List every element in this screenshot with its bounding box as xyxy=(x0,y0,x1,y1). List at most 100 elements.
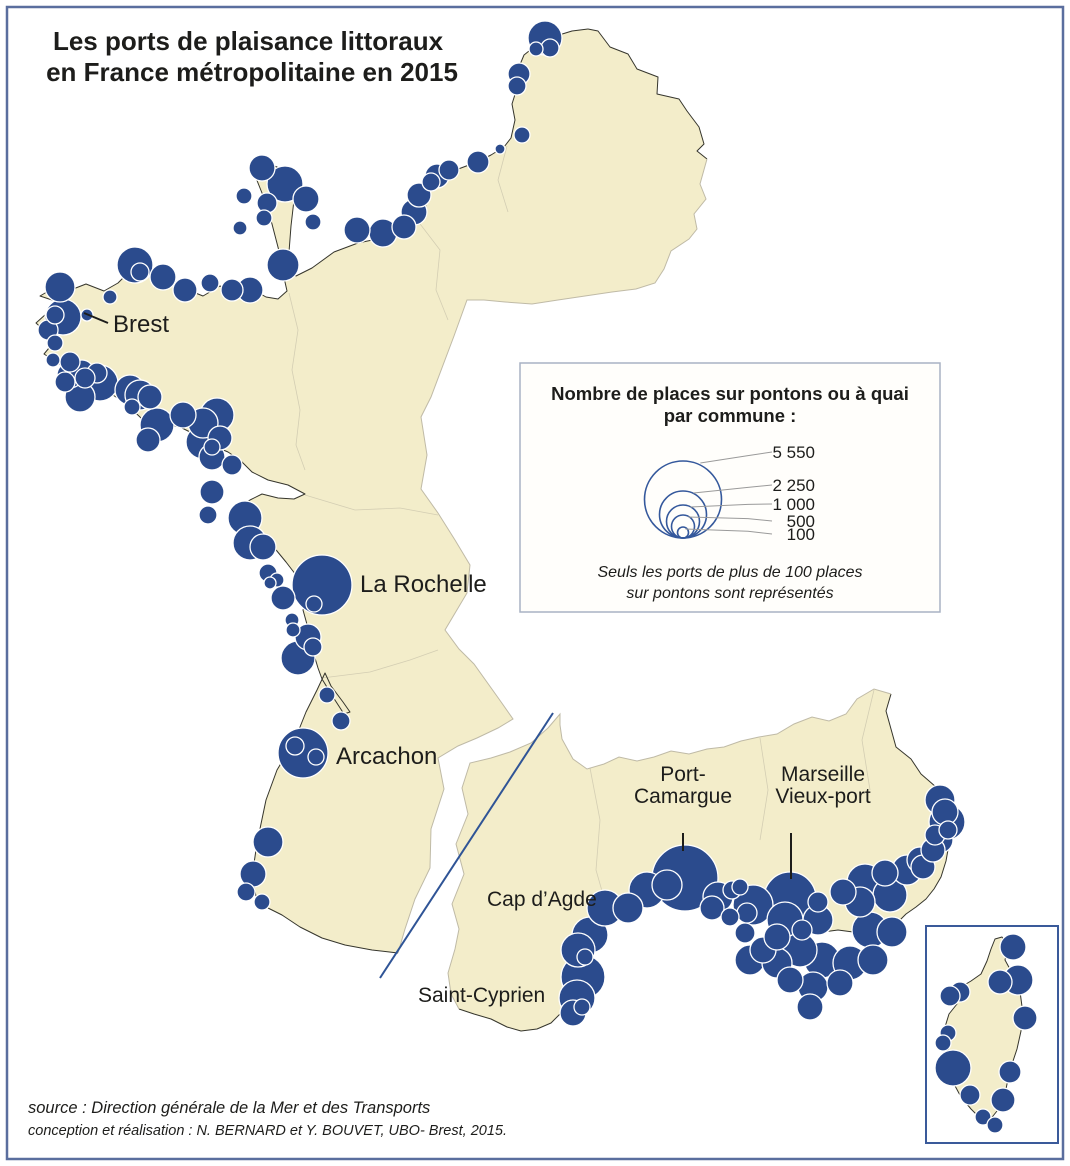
legend: Nombre de places sur pontons ou à quai p… xyxy=(519,362,941,613)
port-circle xyxy=(807,891,829,913)
city-label-port-camargue: Port- xyxy=(660,763,706,786)
city-label-brest: Brest xyxy=(113,311,169,338)
port-circle xyxy=(303,637,323,657)
legend-note-line-1: Seuls les ports de plus de 100 places xyxy=(597,564,862,581)
port-circle xyxy=(45,352,61,368)
title-line-2: en France métropolitaine en 2015 xyxy=(46,57,458,87)
port-circle xyxy=(236,882,256,902)
port-circle xyxy=(736,902,758,924)
port-circle xyxy=(959,1084,981,1106)
port-circle xyxy=(528,41,544,57)
port-circle xyxy=(200,273,220,293)
port-circle xyxy=(934,1034,952,1052)
port-circle xyxy=(796,993,824,1021)
port-circle xyxy=(221,454,243,476)
port-circle xyxy=(974,1108,992,1126)
city-label-marseille-vieux-port: Marseille xyxy=(781,763,865,786)
port-circle xyxy=(203,438,221,456)
port-circle xyxy=(829,878,857,906)
map-title: Les ports de plaisance littoraux en Fran… xyxy=(46,26,458,87)
city-label-arcachon: Arcachon xyxy=(336,743,437,770)
port-circle xyxy=(135,427,161,453)
port-circle xyxy=(248,154,276,182)
port-circle xyxy=(285,622,301,638)
port-circle xyxy=(149,263,177,291)
source-credits: source : Direction générale de la Mer et… xyxy=(28,1099,507,1139)
mainland-france xyxy=(36,29,707,953)
port-circle xyxy=(44,271,76,303)
legend-leader-line xyxy=(700,451,773,464)
city-label-marseille-vieux-port: Vieux-port xyxy=(775,785,870,808)
legend-leader-line xyxy=(690,503,773,508)
port-circle xyxy=(235,187,253,205)
legend-note-line-2: sur pontons sont représentés xyxy=(626,585,833,602)
port-circle xyxy=(46,334,64,352)
port-circle xyxy=(720,907,740,927)
port-circle xyxy=(292,185,320,213)
port-circle xyxy=(220,278,244,302)
page-frame xyxy=(5,5,1065,1161)
port-circle xyxy=(255,209,273,227)
port-circle xyxy=(102,289,118,305)
city-label-la-rochelle: La Rochelle xyxy=(360,571,487,598)
port-circle xyxy=(318,686,336,704)
port-circle xyxy=(998,1060,1022,1084)
legend-size-label: 2 250 xyxy=(772,476,815,495)
port-circle xyxy=(938,820,958,840)
legend-size-label: 500 xyxy=(787,512,815,531)
legend-size-label: 1 000 xyxy=(772,495,815,514)
legend-title-line-2: par commune : xyxy=(664,405,797,426)
port-circle xyxy=(791,919,813,941)
port-circle xyxy=(45,305,65,325)
ports-layer xyxy=(37,20,1038,1134)
admin-boundaries xyxy=(288,145,875,906)
port-circle xyxy=(199,479,225,505)
port-circle xyxy=(731,878,749,896)
legend-title-line-1: Nombre de places sur pontons ou à quai xyxy=(551,383,909,404)
port-circle xyxy=(699,895,725,921)
legend-leader-line xyxy=(693,484,773,494)
source-line-1: source : Direction générale de la Mer et… xyxy=(28,1099,430,1117)
city-labels-layer: Brest La Rochelle Arcachon Cap d’Agde Saint-… xyxy=(83,311,871,1007)
source-line-2: conception et réalisation : N. BERNARD e… xyxy=(28,1123,507,1139)
port-circle xyxy=(990,1087,1016,1113)
port-circle xyxy=(252,826,284,858)
port-circle xyxy=(74,367,96,389)
port-circle xyxy=(540,38,560,58)
port-circle xyxy=(871,859,899,887)
port-circle xyxy=(776,966,804,994)
port-circle xyxy=(270,585,296,611)
legend-leader-line xyxy=(688,516,773,522)
port-circle xyxy=(331,711,351,731)
city-label-port-camargue: Camargue xyxy=(634,785,732,808)
port-circle xyxy=(494,143,506,155)
city-label-cap-dagde: Cap d’Agde xyxy=(487,888,597,911)
port-circle xyxy=(734,922,756,944)
port-circle xyxy=(169,401,197,429)
port-circle xyxy=(249,533,277,561)
port-circle xyxy=(54,371,76,393)
port-circle xyxy=(934,1049,972,1087)
port-circle xyxy=(1012,1005,1038,1031)
port-circle xyxy=(307,748,325,766)
port-circle xyxy=(857,944,889,976)
port-circle xyxy=(576,948,594,966)
port-circle xyxy=(198,505,218,525)
port-circle xyxy=(253,893,271,911)
port-circle xyxy=(123,398,141,416)
port-circle xyxy=(763,923,791,951)
port-circle xyxy=(285,736,305,756)
port-circle xyxy=(263,576,277,590)
port-circle xyxy=(513,126,531,144)
port-circle xyxy=(612,892,644,924)
port-circle xyxy=(304,213,322,231)
port-circle xyxy=(59,351,81,373)
port-circle xyxy=(137,384,163,410)
port-circle xyxy=(421,172,441,192)
port-circle xyxy=(999,933,1027,961)
city-label-saint-cyprien: Saint-Cyprien xyxy=(418,984,545,1007)
port-circle xyxy=(391,214,417,240)
